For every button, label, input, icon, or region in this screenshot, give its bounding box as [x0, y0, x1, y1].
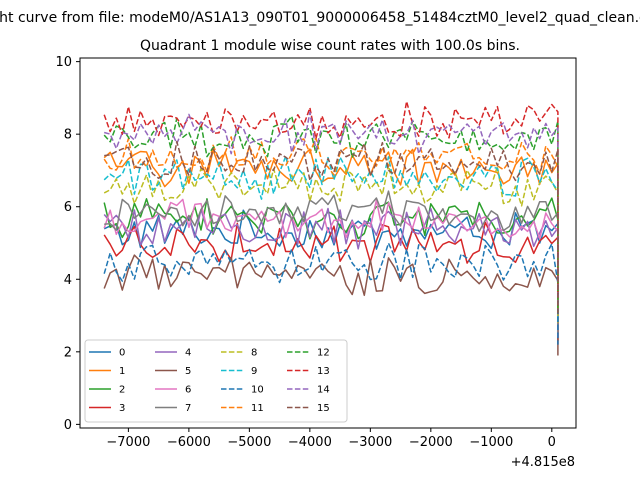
- series-line-15: [104, 140, 559, 316]
- legend-label: 4: [185, 348, 191, 359]
- legend-label: 6: [185, 385, 191, 396]
- legend-label: 12: [317, 348, 330, 359]
- legend-label: 3: [119, 403, 125, 414]
- legend-label: 11: [251, 403, 264, 414]
- x-axis: −7000 −6000 −5000 −4000 −3000 −2000 −1000 0: [106, 428, 556, 450]
- x-tick-label: −2000: [409, 435, 453, 450]
- series-line-9: [103, 155, 559, 323]
- x-tick-label: −6000: [167, 435, 211, 450]
- x-offset-label: +4.815e8: [511, 455, 575, 470]
- x-tick-label: −7000: [106, 435, 150, 450]
- legend-label: 15: [317, 403, 330, 414]
- y-tick-label: 8: [64, 128, 72, 143]
- y-tick-label: 4: [64, 273, 72, 288]
- series-lines: [103, 100, 559, 356]
- y-tick-label: 6: [64, 200, 72, 215]
- series-line-8: [103, 164, 559, 323]
- series-line-10: [103, 242, 559, 345]
- legend-label: 1: [119, 366, 125, 377]
- series-line-13: [103, 100, 559, 294]
- legend-label: 8: [251, 348, 257, 359]
- axes-frame: [79, 57, 577, 429]
- y-tick-label: 10: [55, 55, 72, 70]
- series-line-7: [104, 190, 559, 334]
- x-tick-label: −5000: [227, 435, 271, 450]
- series-line-14: [104, 111, 559, 305]
- x-tick-label: −3000: [348, 435, 392, 450]
- y-tick-label: 2: [64, 345, 72, 360]
- legend-label: 2: [119, 385, 125, 396]
- x-tick-label: 0: [548, 435, 556, 450]
- legend-label: 10: [251, 385, 264, 396]
- x-tick-label: −1000: [469, 435, 513, 450]
- chart-title: Quadrant 1 module wise count rates with …: [140, 38, 520, 54]
- legend-label: 9: [251, 366, 257, 377]
- figure-suptitle: Light curve from file: modeM0/AS1A13_090…: [0, 10, 640, 26]
- x-tick-label: −4000: [288, 435, 332, 450]
- legend-label: 14: [317, 385, 330, 396]
- legend-frame: [84, 339, 348, 423]
- legend-label: 7: [185, 403, 191, 414]
- series-line-4: [103, 207, 559, 341]
- series-line-0: [103, 209, 559, 334]
- series-line-3: [103, 221, 559, 345]
- y-tick-label: 0: [64, 418, 72, 433]
- series-line-5: [103, 254, 559, 356]
- legend-label: 0: [119, 348, 125, 359]
- legend-label: 13: [317, 366, 330, 377]
- legend-label: 5: [185, 366, 191, 377]
- y-axis: 0 2 4 6 8 10: [55, 55, 80, 433]
- series-line-6: [103, 198, 559, 338]
